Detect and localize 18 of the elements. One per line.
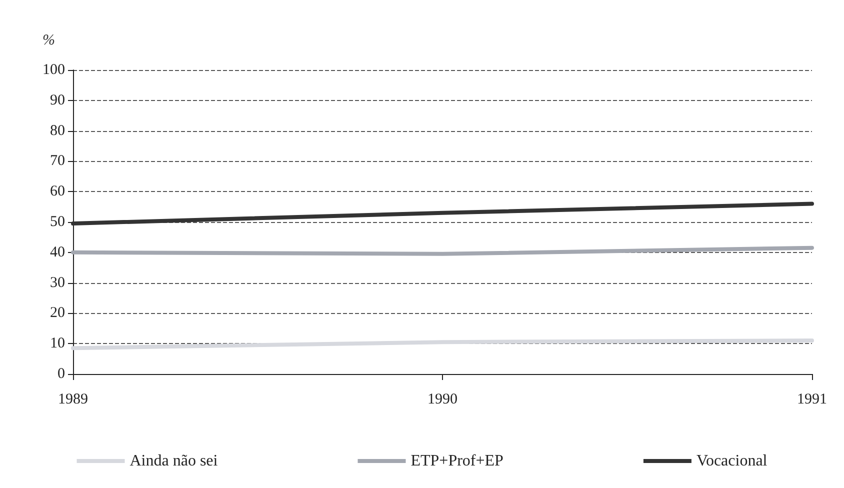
legend-label: Ainda não sei: [130, 452, 218, 470]
y-tick-label: 10: [50, 336, 65, 352]
legend-label: ETP+Prof+EP: [410, 452, 504, 470]
y-tick-label: 40: [50, 244, 65, 260]
y-tick-label: 30: [50, 274, 65, 291]
x-tick-label: 1989: [58, 392, 88, 408]
y-tick-label: 0: [58, 366, 65, 382]
x-tick-label: 1990: [428, 392, 458, 408]
y-tick-label: 20: [50, 305, 65, 322]
y-tick-label: 90: [50, 92, 65, 108]
y-tick-label: 50: [50, 214, 65, 230]
x-tick-label: 1991: [797, 392, 827, 408]
y-tick-label: 100: [42, 62, 65, 78]
y-tick-label: 60: [50, 184, 65, 200]
legend-label: Vocacional: [696, 452, 768, 470]
y-tick-label: 70: [50, 153, 65, 170]
y-axis-title: %: [42, 32, 55, 48]
y-tick-label: 80: [50, 122, 65, 139]
